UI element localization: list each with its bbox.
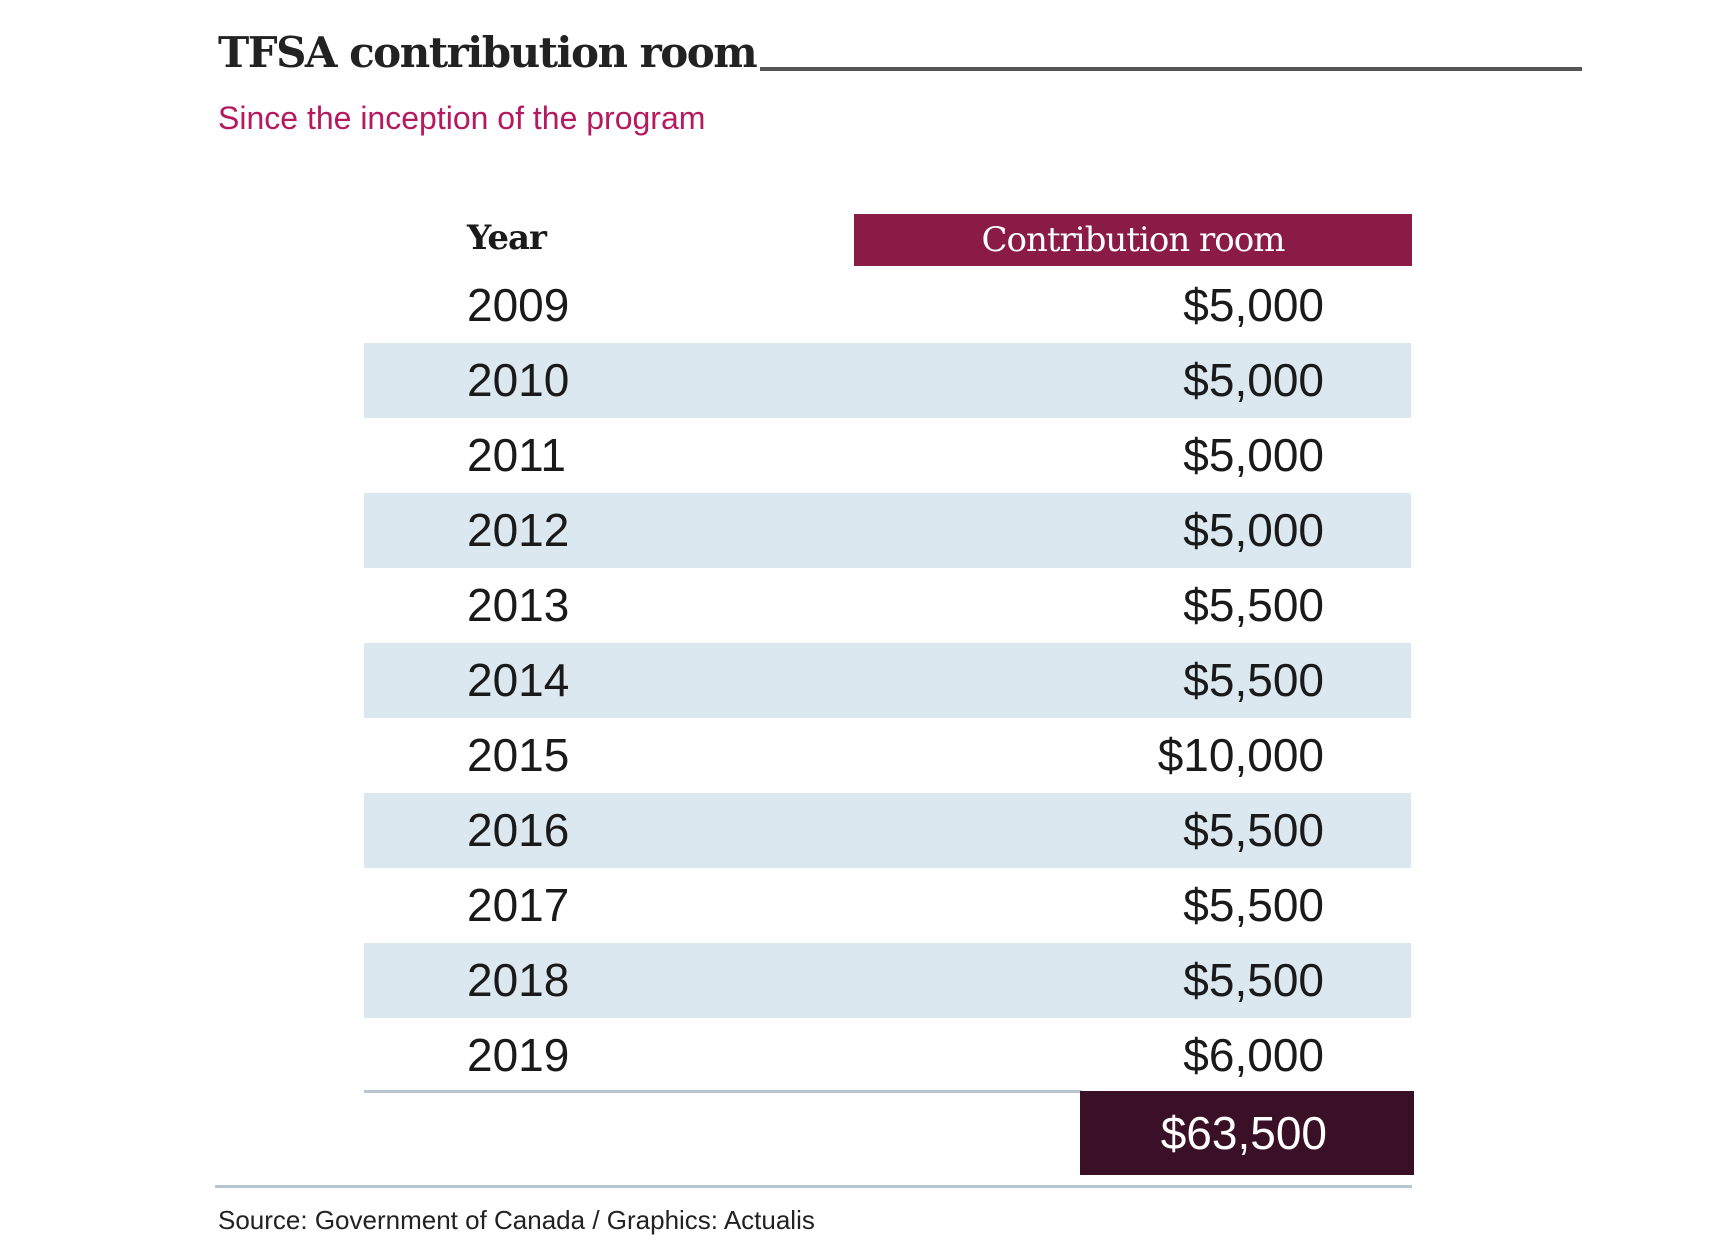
year-cell: 2010 <box>467 354 570 406</box>
room-cell: $5,500 <box>1183 954 1324 1006</box>
year-cell: 2015 <box>467 729 570 781</box>
table-bottom-rule <box>364 1090 1082 1093</box>
subtitle: Since the inception of the program <box>218 100 706 136</box>
year-cell: 2011 <box>467 429 566 481</box>
year-cell: 2014 <box>467 654 570 706</box>
year-cell: 2012 <box>467 504 570 556</box>
table-row: 2015 $10,000 <box>364 718 1411 793</box>
title-rule <box>760 67 1582 71</box>
room-cell: $5,500 <box>1183 654 1324 706</box>
total-cell: $63,500 <box>1080 1091 1414 1175</box>
table-row: 2009 $5,000 <box>364 268 1411 343</box>
year-cell: 2009 <box>467 279 570 331</box>
room-cell: $5,000 <box>1183 279 1324 331</box>
table-row: 2010 $5,000 <box>364 343 1411 418</box>
year-cell: 2017 <box>467 879 570 931</box>
room-cell: $5,500 <box>1183 804 1324 856</box>
year-cell: 2019 <box>467 1029 570 1081</box>
year-column-header: Year <box>467 218 547 258</box>
room-cell: $5,500 <box>1183 879 1324 931</box>
year-cell: 2013 <box>467 579 570 631</box>
room-cell: $5,500 <box>1183 579 1324 631</box>
table-row: 2014 $5,500 <box>364 643 1411 718</box>
table-row: 2013 $5,500 <box>364 568 1411 643</box>
room-cell: $10,000 <box>1157 729 1324 781</box>
page-title: TFSA contribution room <box>218 28 758 77</box>
room-cell: $5,000 <box>1183 504 1324 556</box>
table-row: 2011 $5,000 <box>364 418 1411 493</box>
year-cell: 2016 <box>467 804 570 856</box>
table-row: 2016 $5,500 <box>364 793 1411 868</box>
source-note: Source: Government of Canada / Graphics:… <box>218 1205 815 1235</box>
contribution-room-column-header: Contribution room <box>854 214 1412 266</box>
contribution-table: 2009 $5,000 2010 $5,000 2011 $5,000 2012 $5,000… <box>364 268 1411 1093</box>
year-cell: 2018 <box>467 954 570 1006</box>
table-row: 2017 $5,500 <box>364 868 1411 943</box>
room-cell: $6,000 <box>1183 1029 1324 1081</box>
total-value: $63,500 <box>1160 1107 1327 1159</box>
room-cell: $5,000 <box>1183 354 1324 406</box>
room-cell: $5,000 <box>1183 429 1324 481</box>
table-row: 2012 $5,000 <box>364 493 1411 568</box>
table-row: 2019 $6,000 <box>364 1018 1411 1093</box>
footer-rule <box>215 1185 1412 1188</box>
table-row: 2018 $5,500 <box>364 943 1411 1018</box>
